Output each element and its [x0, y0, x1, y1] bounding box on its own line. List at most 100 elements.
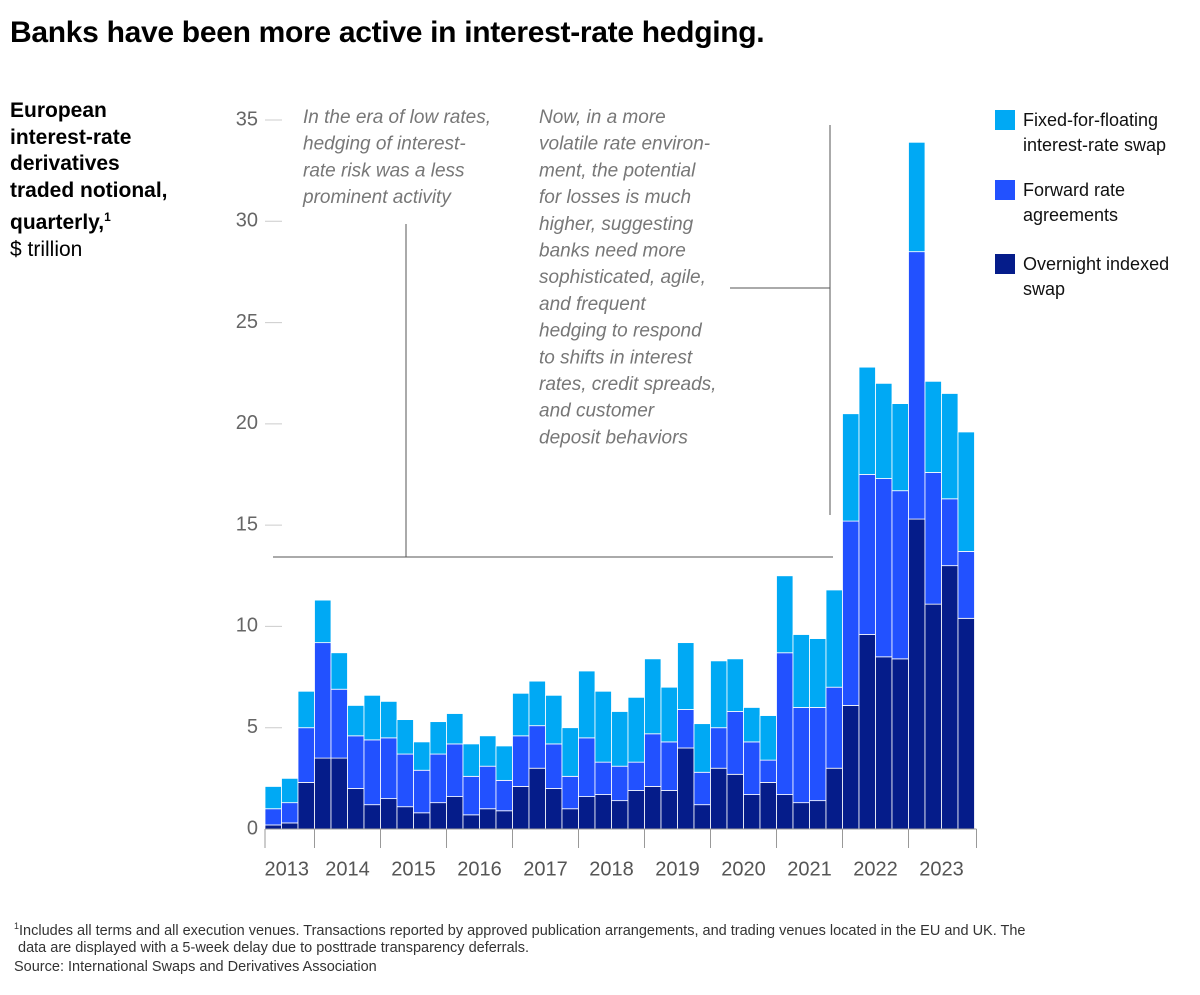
bar-segment [792, 707, 810, 804]
bar-segment [380, 798, 398, 830]
legend-swatch [995, 254, 1015, 274]
annotation-line: to shifts in interest [539, 347, 693, 368]
bar-segment [330, 688, 348, 759]
bar-segment [660, 686, 678, 743]
x-tick-label: 2014 [325, 858, 370, 880]
bar-segment [809, 800, 827, 830]
source: Source: International Swaps and Derivati… [14, 958, 377, 975]
bar-segment [677, 709, 695, 749]
footnote-line: data are displayed with a 5-week delay d… [14, 940, 1026, 958]
bar-segment [611, 800, 629, 830]
y-tick-label: 35 [236, 108, 258, 130]
bar-segment [462, 743, 480, 777]
bar-segment [594, 794, 612, 830]
subtitle-line: traded notional, [10, 178, 168, 205]
legend-swatch [995, 180, 1015, 200]
subtitle-line: interest-rate [10, 125, 168, 152]
bar-segment [908, 518, 926, 830]
bar-segment [495, 745, 513, 781]
bar-segment [875, 382, 893, 479]
bar-segment [924, 472, 942, 605]
annotation-line: rate risk was a less [303, 160, 465, 181]
bar-segment [545, 694, 563, 745]
bar-segment [693, 723, 711, 773]
bar-segment [281, 802, 299, 824]
bar-segment [792, 802, 810, 830]
bar-segment [644, 658, 662, 735]
bar-segment [759, 715, 777, 761]
bar-segment [743, 741, 761, 795]
annotation-line: for losses is much [539, 187, 691, 208]
annotation-line: higher, suggesting [539, 214, 694, 235]
bar-segment [908, 141, 926, 253]
y-tick-label: 15 [236, 513, 258, 535]
bar-segment [858, 366, 876, 475]
bar-segment [512, 692, 530, 737]
bar-segment [908, 251, 926, 520]
bar-segment [941, 393, 959, 500]
bar-segment [264, 786, 282, 810]
bar-segment [512, 735, 530, 787]
annotation-line: prominent activity [302, 187, 452, 208]
bar-segment [396, 753, 414, 808]
y-tick-label: 30 [236, 210, 258, 232]
bar-segment [314, 599, 332, 644]
annotation-line: banks need more [539, 241, 686, 262]
annotation-line: volatile rate environ- [539, 134, 710, 155]
bar-segment [446, 743, 464, 797]
bar-segment [941, 498, 959, 567]
bar-segment [528, 680, 546, 727]
bar-segment [545, 743, 563, 789]
bar-segment [528, 767, 546, 830]
bar-segment [363, 694, 381, 741]
bar-segment [413, 812, 431, 830]
bar-segment [578, 670, 596, 739]
bar-segment [330, 652, 348, 690]
bar-segment [710, 767, 728, 830]
bar-segment [561, 727, 579, 777]
bar-segment [644, 733, 662, 787]
bar-segment [677, 642, 695, 710]
subtitle-line: derivatives [10, 151, 168, 178]
bar-segment [297, 727, 315, 783]
bar-segment [710, 660, 728, 729]
legend-swatch [995, 110, 1015, 130]
footnote: 1Includes all terms and all execution ve… [14, 918, 1026, 976]
x-tick-label: 2017 [523, 858, 568, 880]
bar-segment [347, 788, 365, 830]
bar-segment [842, 520, 860, 706]
bar-segment [545, 788, 563, 830]
subtitle: European interest-rate derivatives traded n… [10, 98, 168, 263]
x-tick-label: 2022 [853, 858, 898, 880]
bar-segment [726, 773, 744, 830]
bar-segment [627, 696, 645, 763]
bar-segment [875, 478, 893, 658]
bar-segment [314, 642, 332, 759]
bar-segment [281, 777, 299, 804]
subtitle-line: European [10, 98, 168, 125]
bar-segment [825, 767, 843, 830]
y-tick-label: 20 [236, 412, 258, 434]
bar-segment [413, 741, 431, 771]
bar-segment [677, 747, 695, 830]
bar-segment [957, 551, 975, 619]
legend-label: Overnight indexed swap [1023, 254, 1170, 299]
annotation-line: sophisticated, agile, [539, 267, 706, 288]
bar-segment [941, 565, 959, 830]
bar-segment [825, 589, 843, 688]
annotation-line: and frequent [539, 294, 646, 315]
bar-segment [561, 808, 579, 830]
x-tick-label: 2019 [655, 858, 700, 880]
bar-segment [380, 737, 398, 800]
bar-segment [429, 753, 447, 804]
footnote-text: data are displayed with a 5-week delay d… [18, 940, 530, 957]
bar-segment [660, 741, 678, 791]
bar-segment [429, 721, 447, 755]
bar-segment [264, 824, 282, 830]
bar-segment [462, 775, 480, 816]
x-tick-label: 2013 [265, 858, 310, 880]
annotation-line: hedging of interest- [303, 134, 466, 155]
legend-label: Fixed-for-floating interest-rate swap [1023, 110, 1167, 155]
bar-segment [578, 796, 596, 830]
